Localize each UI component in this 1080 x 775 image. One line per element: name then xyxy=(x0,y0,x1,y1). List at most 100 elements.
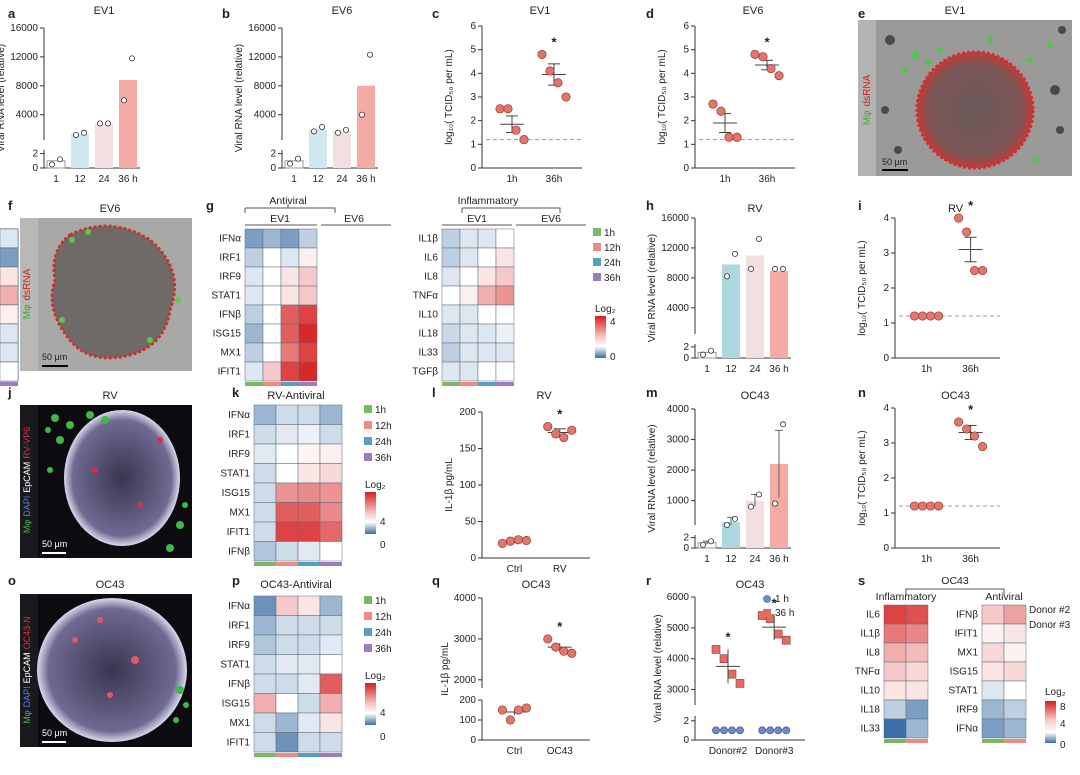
heatmap-s-inflammatory-strip-0 xyxy=(884,739,906,743)
micrograph-j: RV MφDAPIEpCAMRV-VP6 50 μm xyxy=(20,390,192,558)
heatmap-g-inflammatory-cell-0-7 xyxy=(0,228,19,249)
chart-h: RV Viral RNA level (relative)16000 12000 80… xyxy=(647,203,791,375)
micrograph-o-infected-cells xyxy=(72,617,139,698)
heatmap-p-cell-4-0 xyxy=(253,673,277,694)
chart-a-point-3-0 xyxy=(121,97,128,104)
chart-h-bar-2 xyxy=(746,255,764,358)
heatmap-p-cell-7-1 xyxy=(275,732,299,753)
heatmap-s-antiviral-strip-1 xyxy=(1004,739,1026,743)
chart-n-point-1-0 xyxy=(954,417,964,427)
chart-a-point-0-0 xyxy=(49,161,56,168)
heatmap-g-inflammatory-cell-1-7 xyxy=(0,247,19,268)
micrograph-j-title: RV xyxy=(102,390,118,402)
chart-b-xtick-2: 24 xyxy=(336,174,348,185)
micrograph-o-scale-label: 50 μm xyxy=(42,728,67,738)
chart-n-point-1-1 xyxy=(962,424,972,434)
chart-a-point-0-1 xyxy=(57,156,64,163)
chart-m-title: OC43 xyxy=(741,390,770,402)
time-legend-g-swatch-0 xyxy=(593,228,601,236)
chart-q-ylabel: IL-1β pg/mL xyxy=(440,642,451,696)
chart-b-bar-0 xyxy=(284,160,304,169)
heatmap-g-inflammatory-row-label-4: IL10 xyxy=(419,310,439,321)
chart-c-point-0-3 xyxy=(519,135,529,145)
time-legend-g-label-3: 36h xyxy=(604,273,621,284)
heatmap-s-antiviral: IFNβ IFIT1 MX1 ISG15 STAT1 IRF9 IFNα xyxy=(948,604,1027,743)
chart-b-point-1-0 xyxy=(310,128,317,135)
panel-letter-n: n xyxy=(858,385,866,400)
heatmap-s-antiviral-cell-4-0 xyxy=(981,680,1005,701)
chart-r-series-1-point-0-3 xyxy=(735,679,745,688)
chart-a-point-2-0 xyxy=(97,120,104,127)
chart-m: OC43 Viral RNA level (relative) 4000 3000 20… xyxy=(647,390,791,565)
chart-r-legend-marker-0 xyxy=(763,595,771,603)
chart-d-ytick-label-5: 5 xyxy=(683,45,689,56)
chart-i-ytick-label-4: 4 xyxy=(883,213,889,224)
heatmap-g-antiviral-cell-2-2 xyxy=(280,266,300,287)
panel-letter-m: m xyxy=(646,385,658,400)
chart-i-point-0-3 xyxy=(933,311,944,321)
chart-b-xtick-0: 1 xyxy=(291,174,297,185)
chart-d-xtick-1: 36h xyxy=(759,174,776,185)
heatmap-p-cell-1-2 xyxy=(297,615,321,636)
colorbar-p-max: 4 xyxy=(380,708,386,719)
heatmap-g-antiviral-cell-0-2 xyxy=(280,228,300,249)
heatmap-p-cell-0-3 xyxy=(319,595,343,616)
heatmap-s-antiviral-row-label-4: STAT1 xyxy=(948,686,978,697)
time-legend-k-swatch-2 xyxy=(364,437,372,445)
heatmap-s-inflammatory-row-label-6: IL33 xyxy=(861,724,881,735)
heatmap-g-inflammatory-strip-3 xyxy=(496,382,514,386)
heatmap-k-cell-7-0 xyxy=(253,541,277,562)
chart-d-point-0-0 xyxy=(708,99,718,109)
chart-l-point-1-2 xyxy=(559,432,569,443)
heatmap-s-antiviral-cell-2-1 xyxy=(1003,642,1027,663)
heatmap-k-cell-2-2 xyxy=(297,443,321,464)
heatmap-g-antiviral-cell-2-0 xyxy=(244,266,264,287)
heatmap-s-inflammatory-cell-6-0 xyxy=(883,718,907,739)
micrograph-o: OC43 MφDAPIEpCAMOC43-N 50 μm xyxy=(20,579,192,747)
chart-q-ytick-label-top-2: 2000 xyxy=(454,675,477,686)
chart-b-point-3-0 xyxy=(358,111,365,118)
chart-r-series-0-point-1-0 xyxy=(758,726,767,735)
heatmap-g-antiviral-cell-3-0 xyxy=(244,285,264,306)
heatmap-p-cell-3-0 xyxy=(253,654,277,675)
micrograph-e-organoid xyxy=(917,52,1033,168)
chart-d-xtick-0: 1h xyxy=(719,174,730,185)
heatmap-g-inflammatory-cell-7-7 xyxy=(0,361,19,382)
chart-a-ytick-label-bottom-0: 2 xyxy=(32,149,38,160)
heatmap-s-antiviral-row-label-1: IFIT1 xyxy=(955,629,979,640)
colorbar-s-gradient xyxy=(1045,701,1056,743)
chart-m-xtick-0: 1 xyxy=(704,554,710,565)
chart-q-title: OC43 xyxy=(522,579,551,591)
chart-b-point-1-1 xyxy=(318,123,325,130)
chart-i-title: RV xyxy=(948,203,964,215)
heatmap-k-row-label-5: MX1 xyxy=(229,507,250,518)
chart-r-ytick-label-top-2: 4000 xyxy=(667,654,690,665)
chart-a-point-1-1 xyxy=(81,129,88,136)
time-legend-g-swatch-2 xyxy=(593,258,601,266)
chart-l-point-0-3 xyxy=(521,535,531,546)
heatmap-g-antiviral-cell-6-3 xyxy=(298,342,318,363)
heatmap-g-antiviral-strip-3 xyxy=(299,382,317,386)
chart-d-ylabel: log₁₀( TCID₅₀ per mL) xyxy=(657,49,668,145)
chart-n-title: OC43 xyxy=(941,390,970,402)
heatmap-k-cell-1-3 xyxy=(319,424,343,445)
heatmap-g-antiviral-strip-2 xyxy=(281,382,299,386)
chart-b-ytick-label-top-2: 8000 xyxy=(254,81,277,92)
micrograph-e-dsrna-rim xyxy=(915,50,1035,170)
colorbar-k-gradient xyxy=(365,492,376,534)
heatmap-g-inflammatory-cell-1-1 xyxy=(459,247,479,268)
chart-c-sig-1: * xyxy=(551,34,557,49)
panel-letter-p: p xyxy=(232,573,240,588)
heatmap-g-inflammatory-cell-6-3 xyxy=(495,342,515,363)
chart-n-ytick-label-0: 0 xyxy=(883,543,889,554)
heatmap-g-inflammatory-cell-7-3 xyxy=(495,361,515,382)
heatmap-g-ev6-label-right: EV6 xyxy=(541,213,561,225)
time-legend-p-label-0: 1h xyxy=(375,596,386,607)
colorbar-s: Log₂ 8 4 0 xyxy=(1045,687,1066,751)
heatmap-g-inflammatory-row-label-2: IL8 xyxy=(424,272,438,283)
heatmap-k-cell-7-2 xyxy=(297,541,321,562)
heatmap-p-cell-7-3 xyxy=(319,732,343,753)
colorbar-k-min: 0 xyxy=(380,540,386,551)
time-legend-g-swatch-1 xyxy=(593,243,601,251)
